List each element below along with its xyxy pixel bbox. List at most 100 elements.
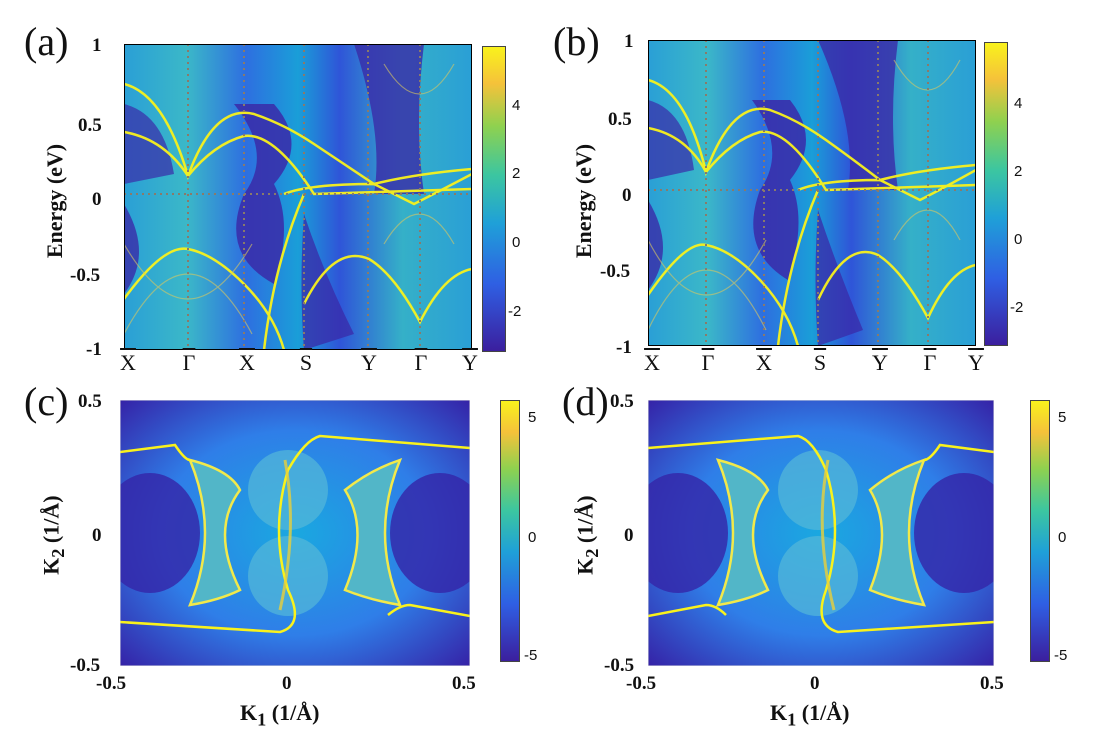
panel-b-band	[648, 126, 976, 192]
panel-b-ytick: 0.5	[608, 109, 632, 130]
panel-a-colorbar-tick: -2	[508, 303, 522, 320]
panel-b-band-faint	[648, 269, 767, 331]
panel-a-colorbar-tick: 4	[512, 97, 521, 114]
panel-a-label: (a)	[24, 19, 69, 64]
panel-a-kpoint-label: Y	[462, 350, 478, 375]
panel-a-ytick: -0.5	[70, 265, 101, 286]
panel-b-dark-region	[815, 210, 863, 346]
panel-b-ylabel: Energy (eV)	[571, 143, 597, 259]
panel-a-kpoint-label: Γ	[182, 350, 196, 375]
panel-b-colorbar-tick: 0	[1014, 231, 1023, 248]
panel-c-label: (c)	[24, 379, 69, 424]
panel-b-kpoint-label: X	[644, 350, 660, 375]
panel-a-band-faint	[124, 243, 253, 300]
panel-a-colorbar-tick: 0	[512, 234, 521, 251]
panel-d-central-circle	[778, 536, 858, 616]
panel-b-kpoint-label: S	[813, 350, 827, 375]
panel-d-pocket	[868, 457, 927, 607]
panel-b-background	[648, 40, 976, 346]
panel-b-dark-region	[648, 200, 663, 290]
panel-a-ytick: -1	[86, 339, 102, 360]
panel-a-kpoint-label: Γ	[414, 350, 428, 375]
panel-a-kpoint-label: S	[299, 350, 313, 375]
panel-b-ytick: -1	[616, 337, 632, 358]
panel-d-central-circle	[778, 450, 858, 530]
panel-d-hotspot	[820, 459, 836, 611]
panel-b-label: (b)	[553, 19, 600, 64]
panel-a-ytick: 1	[92, 35, 102, 56]
panel-d-xtick: -0.5	[626, 673, 657, 694]
panel-c-ytick: 0	[92, 525, 102, 546]
panel-c-xlabel: K1 (1/Å)	[240, 700, 320, 730]
panel-c-ytick: 0.5	[78, 391, 102, 412]
panel-b-band-faint	[648, 239, 767, 296]
panel-b-kpoint-label: Γ	[701, 350, 715, 375]
panel-b-dark-region	[648, 100, 694, 180]
panel-d-contour	[923, 443, 994, 462]
panel-a-dark-region	[124, 104, 174, 184]
panel-b-kpoint-label: Γ	[923, 350, 937, 375]
panel-b-band-map	[648, 40, 976, 346]
panel-d-colorbar-tick: -5	[1054, 647, 1068, 664]
panel-d-xtick: 0	[810, 673, 820, 694]
panel-b-band	[797, 168, 976, 202]
panel-b-colorbar-tick: 4	[1014, 95, 1023, 112]
panel-a-band-map	[124, 44, 472, 350]
panel-b-kpoint-label: Y	[872, 350, 888, 375]
panel-d-fermi-surface	[648, 400, 994, 666]
panel-a-dark-region	[354, 44, 424, 194]
panel-c-colorbar-tick: 5	[528, 409, 537, 426]
panel-a-colorbar	[482, 46, 506, 352]
panel-d-ylabel: K2 (1/Å)	[572, 495, 602, 575]
panel-c-xtick: 0	[282, 673, 292, 694]
panel-c-ylabel: K2 (1/Å)	[38, 495, 68, 575]
panel-c-central-circle	[248, 536, 328, 616]
panel-c-colorbar-tick: 0	[528, 529, 537, 546]
panel-a-kpoint-label: Y	[361, 350, 377, 375]
panel-c-fermi-surface	[120, 400, 470, 666]
panel-c-contour	[387, 603, 470, 618]
panel-a-dark-region	[124, 204, 139, 294]
panel-c-dark-pocket	[120, 473, 200, 593]
panel-d-dark-pocket	[914, 473, 994, 593]
panel-c-dark-pocket	[390, 473, 470, 593]
panel-d-ytick: 0.5	[610, 391, 634, 412]
panel-d-colorbar-tick: 5	[1058, 409, 1067, 426]
panel-c-xtick: 0.5	[452, 673, 476, 694]
panel-a-band-faint	[124, 273, 253, 335]
panel-c-contour	[120, 443, 191, 462]
panel-b-band	[776, 189, 820, 346]
panel-b-ytick: 0	[622, 185, 632, 206]
panel-a-colorbar-tick: 2	[512, 165, 521, 182]
panel-a-kpoint-label: X	[120, 350, 136, 375]
panel-b-colorbar	[984, 42, 1008, 346]
panel-d-label: (d)	[562, 379, 609, 424]
panel-a-band	[124, 130, 472, 196]
panel-b-kpoint-label: X	[756, 350, 772, 375]
panel-a-band	[262, 193, 306, 350]
panel-d-xtick: 0.5	[980, 673, 1004, 694]
panel-b-colorbar-tick: -2	[1010, 299, 1024, 316]
panel-b-band	[648, 78, 976, 182]
panel-d-pocket	[715, 458, 770, 607]
panel-a-band-faint	[383, 213, 455, 245]
panel-c-hotspot	[278, 459, 292, 611]
panel-c-contour	[120, 434, 470, 634]
panel-a-band	[283, 172, 472, 206]
panel-c-colorbar	[500, 400, 520, 662]
panel-d-dark-pocket	[648, 473, 728, 593]
panel-c-pocket	[343, 457, 403, 607]
panel-a-ylabel: Energy (eV)	[42, 143, 68, 259]
panel-b-band-faint	[893, 209, 961, 241]
panel-b-ytick: 1	[624, 31, 634, 52]
panel-c-colorbar-tick: -5	[524, 647, 538, 664]
panel-a-ytick: 0.5	[78, 115, 102, 136]
panel-d-ytick: 0	[624, 525, 634, 546]
panel-b-band	[816, 250, 976, 321]
panel-b-kpoint-label: Y	[968, 350, 984, 375]
panel-d-colorbar	[1030, 400, 1050, 662]
panel-c-pocket	[187, 458, 242, 607]
panel-d-colorbar-tick: 0	[1058, 529, 1067, 546]
panel-c-xtick: -0.5	[96, 673, 127, 694]
panel-a-kpoint-label: X	[239, 350, 255, 375]
